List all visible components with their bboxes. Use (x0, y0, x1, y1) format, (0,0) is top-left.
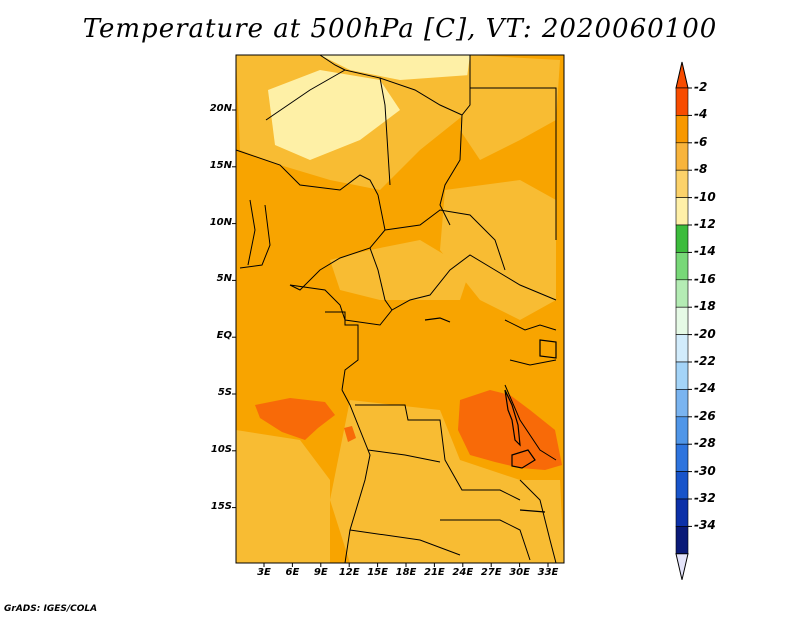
colorbar-label: -18 (694, 299, 716, 314)
colorbar-label: -34 (694, 518, 716, 533)
field-region (344, 426, 356, 442)
field-region (458, 390, 562, 470)
field-region (330, 240, 470, 300)
x-axis-label: 33E (537, 567, 559, 578)
colorbar-segment (675, 142, 689, 171)
colorbar-segment (675, 389, 689, 418)
colorbar-label: -2 (694, 80, 708, 94)
x-axis-label: 9E (313, 567, 328, 578)
y-axis-label: 15N (209, 159, 232, 171)
grads-credit: GrADS: IGES/COLA (4, 604, 98, 614)
x-axis-label: 24E (452, 567, 474, 578)
colorbar-label: -20 (694, 326, 716, 341)
colorbar-label: -16 (694, 271, 716, 286)
colorbar-segment (675, 361, 689, 390)
colorbar-segment (675, 443, 689, 472)
field-region (460, 55, 560, 160)
colorbar-label: -24 (694, 381, 716, 396)
colorbar-label: -12 (694, 217, 716, 231)
field-region (255, 398, 335, 440)
colorbar-segment (675, 87, 689, 116)
colorbar-label: -26 (694, 408, 716, 423)
field-region (236, 430, 330, 563)
x-axis-label: 3E (257, 567, 271, 578)
colorbar-segment (675, 526, 689, 555)
colorbar-segment (675, 224, 689, 253)
x-axis-label: 15E (367, 567, 388, 578)
colorbar-label: -32 (694, 491, 716, 505)
colorbar-segment (675, 416, 689, 445)
colorbar-segment (675, 498, 689, 527)
colorbar-label: -28 (694, 436, 716, 451)
y-axis-ticks (232, 109, 236, 509)
field-region (320, 55, 470, 80)
colorbar-segment (675, 279, 689, 308)
colorbar-segment (675, 471, 689, 500)
colorbar-label: -8 (694, 162, 708, 177)
map-frame (235, 54, 565, 564)
colorbar-label: -30 (694, 463, 716, 478)
y-axis-label: 20N (209, 103, 232, 114)
colorbar-bottom-arrow (675, 553, 689, 580)
lakes (424, 317, 557, 513)
x-axis-label: 27E (480, 567, 502, 578)
y-axis-label: 15S (210, 500, 232, 512)
x-axis-label: 12E (338, 567, 360, 578)
x-axis-label: 21E (424, 567, 445, 578)
colorbar-segment (675, 334, 689, 363)
country-borders (235, 54, 557, 564)
colorbar-segment (675, 197, 689, 226)
field-region (268, 70, 400, 160)
x-axis-label: 30E (509, 567, 530, 578)
chart-title: Temperature at 500hPa [C], VT: 202006010… (82, 14, 718, 44)
colorbar-top-arrow (675, 61, 689, 89)
colorbar-label: -14 (694, 244, 716, 259)
y-axis-label: 5N (216, 273, 232, 285)
colorbar-segment (675, 252, 689, 281)
y-axis-label: EQ (216, 330, 232, 342)
colorbar-label: -22 (694, 354, 716, 368)
x-axis-label: 18E (395, 567, 417, 578)
y-axis-label: 10N (209, 216, 232, 228)
y-axis-label: 10S (210, 443, 232, 455)
x-axis-ticks (263, 563, 549, 567)
x-axis-label: 6E (285, 567, 300, 578)
colorbar (675, 61, 692, 580)
colorbar-label: -4 (694, 107, 708, 122)
colorbar-segment (675, 115, 689, 144)
colorbar-segment (675, 169, 689, 198)
colorbar-segment (675, 306, 689, 335)
y-axis-label: 5S (217, 387, 232, 398)
colorbar-label: -10 (694, 189, 716, 204)
colorbar-label: -6 (694, 134, 708, 149)
